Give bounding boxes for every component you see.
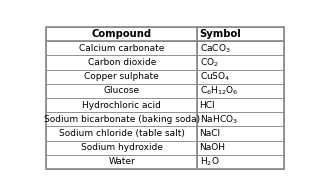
Bar xyxy=(197,70,284,84)
Text: Calcium carbonate: Calcium carbonate xyxy=(79,44,165,53)
Bar xyxy=(197,155,284,169)
Bar xyxy=(46,140,197,155)
Bar xyxy=(197,55,284,70)
Text: Glucose: Glucose xyxy=(104,86,140,95)
Text: Sodium hydroxide: Sodium hydroxide xyxy=(81,143,163,152)
Text: Water: Water xyxy=(109,157,135,166)
Text: Copper sulphate: Copper sulphate xyxy=(84,72,159,81)
Text: NaHCO$_3$: NaHCO$_3$ xyxy=(200,113,238,126)
Bar xyxy=(197,140,284,155)
Bar xyxy=(46,98,197,112)
Text: Sodium chloride (table salt): Sodium chloride (table salt) xyxy=(59,129,185,138)
Text: CuSO$_4$: CuSO$_4$ xyxy=(200,70,230,83)
Text: HCl: HCl xyxy=(200,100,215,110)
Bar xyxy=(197,27,284,41)
Text: NaCl: NaCl xyxy=(200,129,221,138)
Bar xyxy=(197,98,284,112)
Text: CO$_2$: CO$_2$ xyxy=(200,56,218,69)
Bar xyxy=(46,41,197,55)
Text: Symbol: Symbol xyxy=(200,29,241,39)
Bar xyxy=(46,112,197,126)
Text: NaOH: NaOH xyxy=(200,143,225,152)
Bar xyxy=(197,126,284,140)
Bar xyxy=(46,70,197,84)
Text: H$_2$O: H$_2$O xyxy=(200,156,219,168)
Bar xyxy=(46,55,197,70)
Text: C$_6$H$_{12}$O$_6$: C$_6$H$_{12}$O$_6$ xyxy=(200,85,238,97)
Bar xyxy=(197,41,284,55)
Bar xyxy=(197,84,284,98)
Bar xyxy=(46,126,197,140)
Text: Sodium bicarbonate (baking soda): Sodium bicarbonate (baking soda) xyxy=(44,115,200,124)
Text: Carbon dioxide: Carbon dioxide xyxy=(88,58,156,67)
Bar xyxy=(46,27,197,41)
Text: Hydrochloric acid: Hydrochloric acid xyxy=(82,100,161,110)
Text: Compound: Compound xyxy=(92,29,152,39)
Bar xyxy=(197,112,284,126)
Bar xyxy=(46,155,197,169)
Text: CaCO$_3$: CaCO$_3$ xyxy=(200,42,230,55)
Bar xyxy=(46,84,197,98)
